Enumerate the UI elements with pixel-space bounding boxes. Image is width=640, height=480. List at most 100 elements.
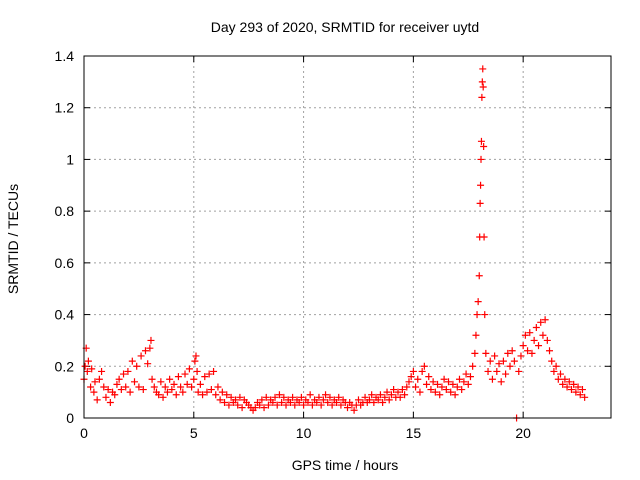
- data-point: [565, 378, 573, 386]
- data-point: [488, 375, 496, 383]
- data-point: [466, 373, 474, 381]
- data-point: [365, 396, 373, 404]
- data-point: [473, 311, 481, 319]
- data-point: [455, 375, 463, 383]
- data-point: [484, 367, 492, 375]
- data-point: [499, 357, 507, 365]
- data-point: [524, 347, 532, 355]
- data-point: [203, 388, 211, 396]
- data-point: [429, 378, 437, 386]
- data-point: [581, 393, 589, 401]
- data-point: [530, 336, 538, 344]
- data-point: [578, 386, 586, 394]
- y-tick-label: 1.4: [55, 48, 75, 64]
- data-point: [451, 391, 459, 399]
- data-point: [574, 383, 582, 391]
- data-point: [401, 391, 409, 399]
- data-point: [477, 181, 485, 189]
- data-point: [478, 93, 486, 101]
- data-point: [515, 367, 523, 375]
- data-point: [420, 362, 428, 370]
- data-point: [188, 383, 196, 391]
- data-point: [486, 357, 494, 365]
- data-point: [376, 391, 384, 399]
- data-point: [269, 398, 277, 406]
- data-point: [477, 155, 485, 163]
- data-point: [396, 393, 404, 401]
- data-point: [115, 375, 123, 383]
- data-point: [91, 378, 99, 386]
- data-point: [418, 367, 426, 375]
- data-point: [480, 233, 488, 241]
- data-point: [205, 370, 213, 378]
- data-point: [90, 388, 98, 396]
- data-point: [124, 367, 132, 375]
- axis-ticks: 0 5 10 15 20 0 0.2 0.4 0.6 0.8 1 1.2 1.4: [55, 48, 611, 441]
- data-point: [251, 404, 259, 412]
- data-point: [102, 393, 110, 401]
- data-point: [300, 401, 308, 409]
- y-tick-label: 0.8: [55, 203, 75, 219]
- plot-frame: [83, 55, 612, 419]
- data-point: [88, 365, 96, 373]
- data-point: [315, 393, 323, 401]
- data-point: [554, 375, 562, 383]
- data-point: [370, 398, 378, 406]
- y-axis-label: SRMTID / TECUs: [5, 184, 21, 294]
- data-point: [381, 393, 389, 401]
- data-point: [476, 199, 484, 207]
- data-point: [181, 370, 189, 378]
- y-tick-label: 0: [66, 410, 74, 426]
- data-point: [260, 404, 268, 412]
- data-point: [328, 401, 336, 409]
- data-point: [479, 83, 487, 91]
- data-point: [163, 388, 171, 396]
- data-point: [475, 272, 483, 280]
- data-point: [570, 380, 578, 388]
- data-point: [297, 393, 305, 401]
- data-point: [532, 324, 540, 331]
- data-point: [350, 406, 358, 414]
- data-point: [394, 388, 402, 396]
- data-point: [81, 362, 89, 370]
- data-point: [506, 362, 514, 370]
- data-point: [223, 391, 231, 399]
- data-point: [561, 375, 569, 383]
- data-point: [548, 357, 556, 365]
- data-point: [403, 383, 411, 391]
- data-point: [131, 378, 139, 386]
- data-point: [368, 391, 376, 399]
- data-point: [541, 316, 549, 324]
- data-point: [227, 393, 235, 401]
- data-point: [282, 401, 290, 409]
- data-point: [504, 349, 512, 357]
- data-point: [521, 331, 529, 339]
- data-point: [280, 393, 288, 401]
- y-tick-label: 0.6: [55, 255, 75, 271]
- data-point: [445, 378, 453, 386]
- data-point: [104, 386, 112, 394]
- data-point: [319, 396, 327, 404]
- data-point: [191, 357, 199, 365]
- chart-title: Day 293 of 2020, SRMTID for receiver uyt…: [211, 19, 479, 35]
- data-point: [185, 365, 193, 373]
- data-point: [414, 375, 422, 383]
- data-point: [291, 401, 299, 409]
- data-point: [453, 383, 461, 391]
- data-point: [405, 378, 413, 386]
- data-point: [449, 380, 457, 388]
- data-point: [304, 398, 312, 406]
- data-point: [387, 391, 395, 399]
- y-tick-label: 1.2: [55, 100, 75, 116]
- data-point: [117, 386, 125, 394]
- data-point: [526, 329, 534, 337]
- data-point: [322, 391, 330, 399]
- data-point: [113, 380, 121, 388]
- data-point: [212, 391, 220, 399]
- data-point: [493, 367, 501, 375]
- data-point: [502, 370, 510, 378]
- data-point: [324, 398, 332, 406]
- data-point: [286, 398, 294, 406]
- data-point: [216, 396, 224, 404]
- data-point: [172, 391, 180, 399]
